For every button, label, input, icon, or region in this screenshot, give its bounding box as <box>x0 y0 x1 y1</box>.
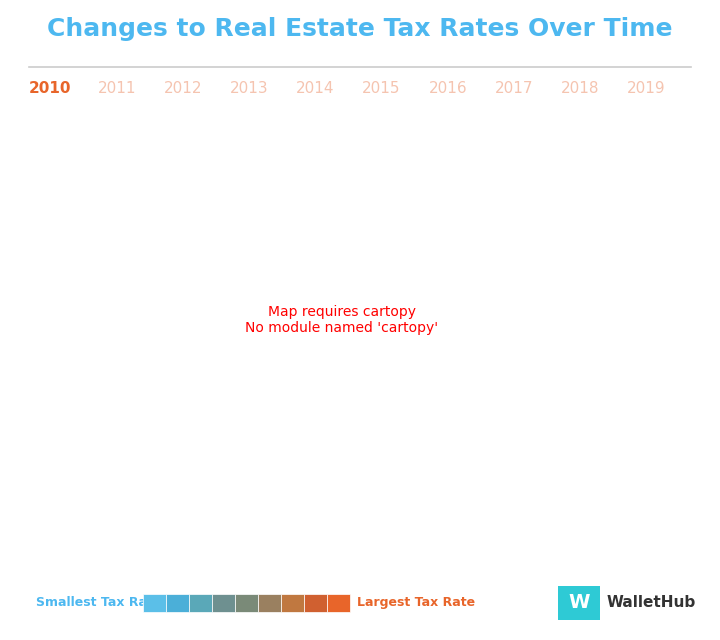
Text: 2018: 2018 <box>561 81 600 96</box>
Text: 2016: 2016 <box>428 81 467 96</box>
Text: 2012: 2012 <box>163 81 202 96</box>
Text: Map requires cartopy
No module named 'cartopy': Map requires cartopy No module named 'ca… <box>246 305 438 335</box>
Text: WalletHub: WalletHub <box>607 595 696 611</box>
Text: 2017: 2017 <box>495 81 534 96</box>
Text: 2010: 2010 <box>29 81 72 96</box>
Text: Smallest Tax Rate: Smallest Tax Rate <box>36 596 161 609</box>
Text: 2011: 2011 <box>97 81 136 96</box>
Text: 2014: 2014 <box>296 81 335 96</box>
Text: W: W <box>568 593 590 612</box>
Text: 2013: 2013 <box>230 81 269 96</box>
Text: Changes to Real Estate Tax Rates Over Time: Changes to Real Estate Tax Rates Over Ti… <box>48 17 672 41</box>
Text: Largest Tax Rate: Largest Tax Rate <box>357 596 475 609</box>
Text: 2019: 2019 <box>627 81 666 96</box>
Text: 2015: 2015 <box>362 81 401 96</box>
